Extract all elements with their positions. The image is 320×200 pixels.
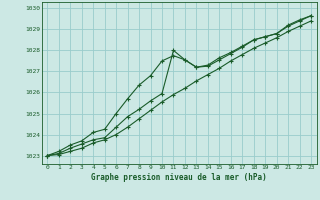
X-axis label: Graphe pression niveau de la mer (hPa): Graphe pression niveau de la mer (hPa) bbox=[91, 173, 267, 182]
